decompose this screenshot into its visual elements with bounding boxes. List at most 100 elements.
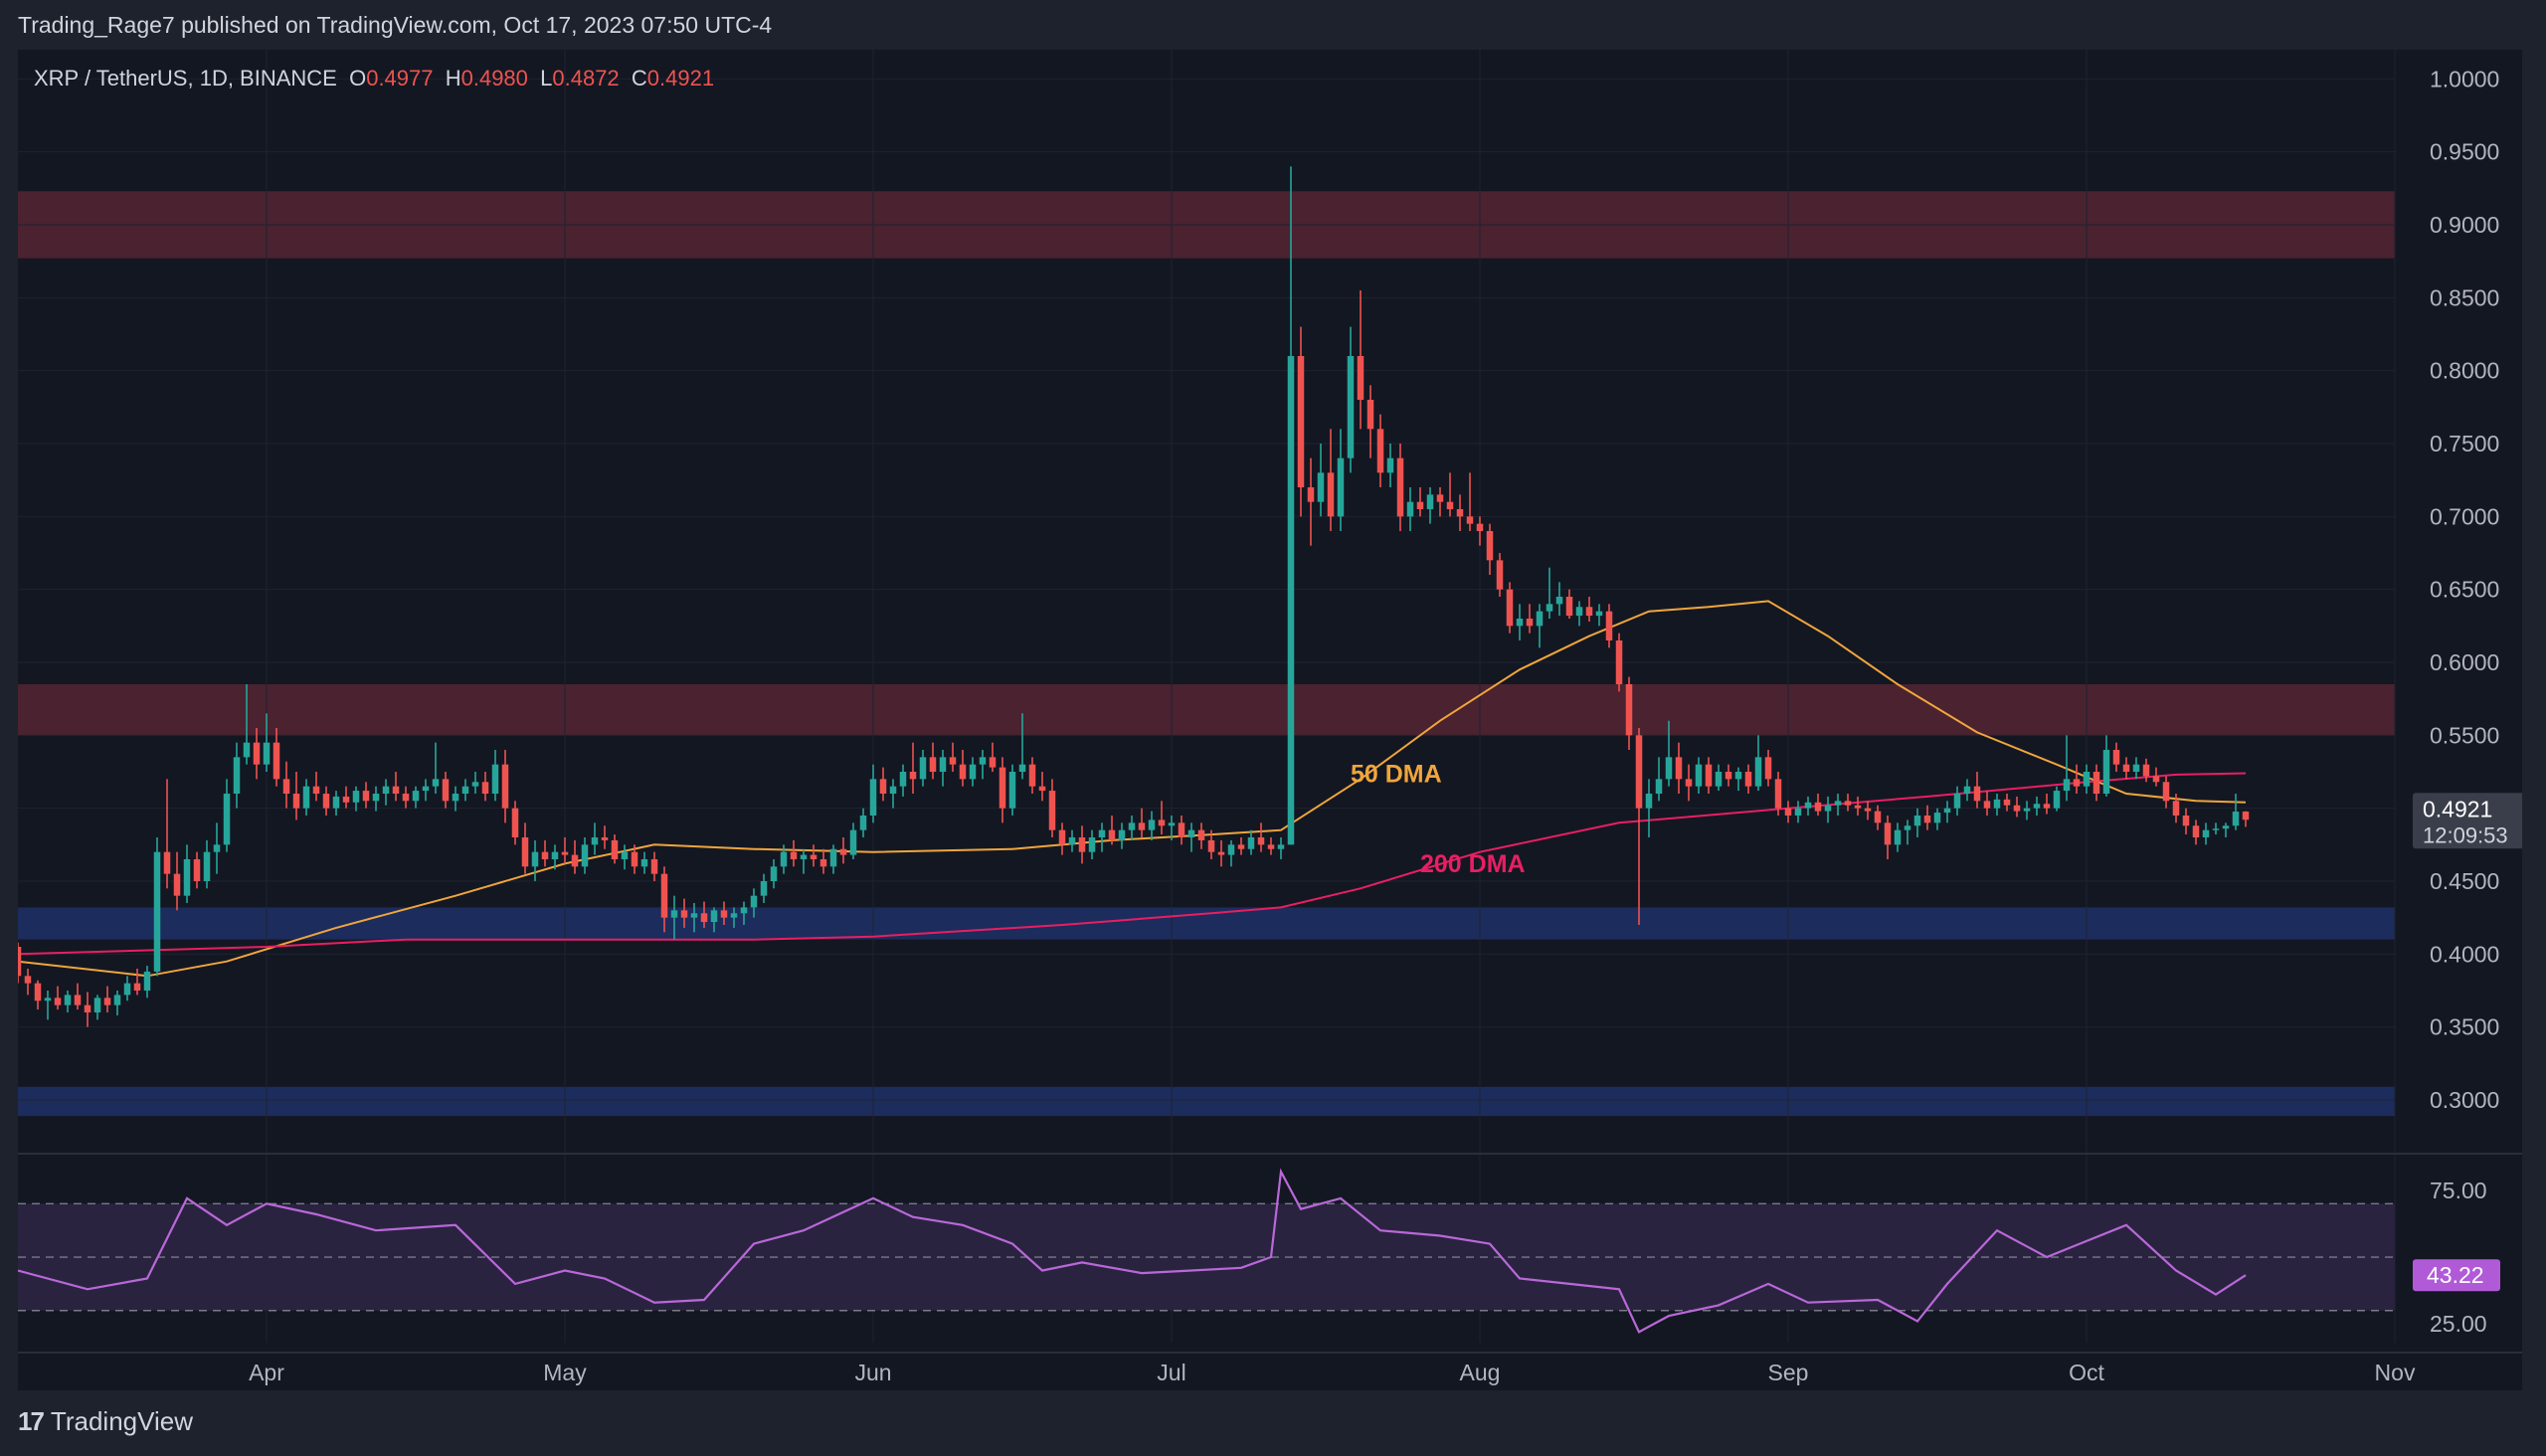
candle bbox=[1058, 822, 1066, 855]
candle bbox=[1138, 808, 1146, 837]
candle-body bbox=[1685, 779, 1693, 787]
candle-body bbox=[452, 794, 459, 802]
candle bbox=[1347, 326, 1355, 473]
candle bbox=[2222, 822, 2230, 837]
candle bbox=[18, 942, 22, 984]
candle bbox=[1854, 796, 1862, 816]
candle bbox=[223, 779, 231, 852]
candle bbox=[521, 822, 529, 874]
candle-body bbox=[34, 983, 42, 1001]
candle bbox=[1555, 582, 1563, 617]
candle bbox=[1108, 816, 1116, 845]
candle bbox=[2073, 764, 2081, 794]
candle-body bbox=[1963, 786, 1971, 794]
candle bbox=[1466, 472, 1474, 531]
candle-body bbox=[1287, 356, 1295, 845]
footer-brand: TradingView bbox=[50, 1406, 193, 1436]
candle-body bbox=[1864, 808, 1872, 812]
candle bbox=[1237, 837, 1245, 855]
candle bbox=[2063, 735, 2071, 802]
candle-body bbox=[1526, 619, 1534, 627]
candle-body bbox=[491, 764, 499, 794]
candle bbox=[1754, 735, 1762, 792]
zones-layer bbox=[18, 50, 2522, 1390]
candle bbox=[1337, 429, 1345, 531]
candle-body bbox=[611, 839, 619, 859]
candle bbox=[1148, 811, 1156, 840]
candle bbox=[1824, 796, 1832, 823]
candle-body bbox=[1615, 640, 1623, 684]
candle-body bbox=[362, 791, 370, 802]
candle-body bbox=[700, 913, 708, 923]
candle bbox=[93, 995, 101, 1020]
candle-body bbox=[64, 995, 72, 1005]
x-tick-label: Aug bbox=[1460, 1360, 1501, 1385]
candle-body bbox=[859, 816, 867, 830]
candle bbox=[1635, 728, 1643, 925]
candle-body bbox=[979, 757, 987, 765]
candle bbox=[1764, 750, 1772, 787]
rsi-badge-value: 43.22 bbox=[2427, 1262, 2484, 1288]
candle-body bbox=[1307, 487, 1315, 502]
candle-body bbox=[1834, 801, 1842, 806]
candle-body bbox=[372, 794, 380, 802]
candle-body bbox=[959, 764, 967, 780]
candle-body bbox=[601, 837, 609, 840]
candle bbox=[1973, 772, 1981, 809]
candle bbox=[74, 983, 82, 1010]
candle-body bbox=[2142, 764, 2150, 777]
candle-body bbox=[1008, 772, 1016, 809]
candle-body bbox=[899, 772, 907, 787]
y-tick-label: 0.3000 bbox=[2430, 1087, 2499, 1113]
candle bbox=[1675, 742, 1683, 794]
candle-body bbox=[690, 913, 698, 918]
candle bbox=[1227, 839, 1235, 867]
y-tick-label: 0.4500 bbox=[2430, 868, 2499, 894]
y-tick-label: 0.6000 bbox=[2430, 649, 2499, 675]
annotations-layer: 50 DMA 200 DMA bbox=[1351, 760, 1526, 878]
candle-body bbox=[243, 742, 251, 758]
candle bbox=[1158, 801, 1166, 835]
candle bbox=[1178, 816, 1185, 845]
candle bbox=[163, 779, 171, 889]
candle-body bbox=[2222, 825, 2230, 829]
candle bbox=[342, 786, 350, 809]
candle-body bbox=[223, 794, 231, 845]
candle bbox=[720, 901, 728, 925]
candle bbox=[243, 684, 251, 765]
candle bbox=[1486, 523, 1494, 575]
candle bbox=[949, 742, 957, 772]
candle bbox=[581, 837, 589, 874]
candle-body bbox=[1128, 822, 1136, 830]
candle bbox=[2172, 794, 2180, 823]
candle bbox=[1327, 429, 1335, 531]
moving-averages-layer bbox=[18, 600, 2247, 978]
candle-body bbox=[1655, 779, 1663, 794]
candle-body bbox=[2092, 772, 2100, 794]
candle bbox=[909, 742, 917, 794]
candle bbox=[491, 750, 499, 802]
chart-canvas[interactable]: 50 DMA 200 DMA 75.00 25.00 1.0000 0.9500 0.9… bbox=[18, 50, 2522, 1390]
candle-body bbox=[949, 757, 957, 765]
candle-body bbox=[2053, 791, 2061, 809]
candle-body bbox=[1973, 786, 1981, 802]
candle-body bbox=[44, 998, 52, 1001]
chart-panel[interactable]: 50 DMA 200 DMA 75.00 25.00 1.0000 0.9500 0.9… bbox=[18, 50, 2522, 1390]
candle bbox=[183, 844, 191, 903]
candle-body bbox=[1396, 457, 1404, 517]
candle-body bbox=[2182, 816, 2190, 826]
candle-body bbox=[1923, 816, 1931, 823]
rsi-badge bbox=[2413, 1259, 2500, 1292]
candle bbox=[292, 772, 300, 820]
candle bbox=[869, 764, 877, 823]
candle bbox=[2212, 822, 2220, 835]
candle bbox=[2043, 794, 2051, 815]
candle bbox=[1884, 816, 1892, 859]
candle bbox=[1655, 757, 1663, 802]
candle-body bbox=[1158, 819, 1166, 826]
candle-body bbox=[352, 791, 360, 803]
candle-body bbox=[2192, 825, 2200, 837]
candle-body bbox=[1337, 457, 1345, 517]
candle-body bbox=[481, 782, 489, 794]
candle bbox=[680, 898, 688, 928]
